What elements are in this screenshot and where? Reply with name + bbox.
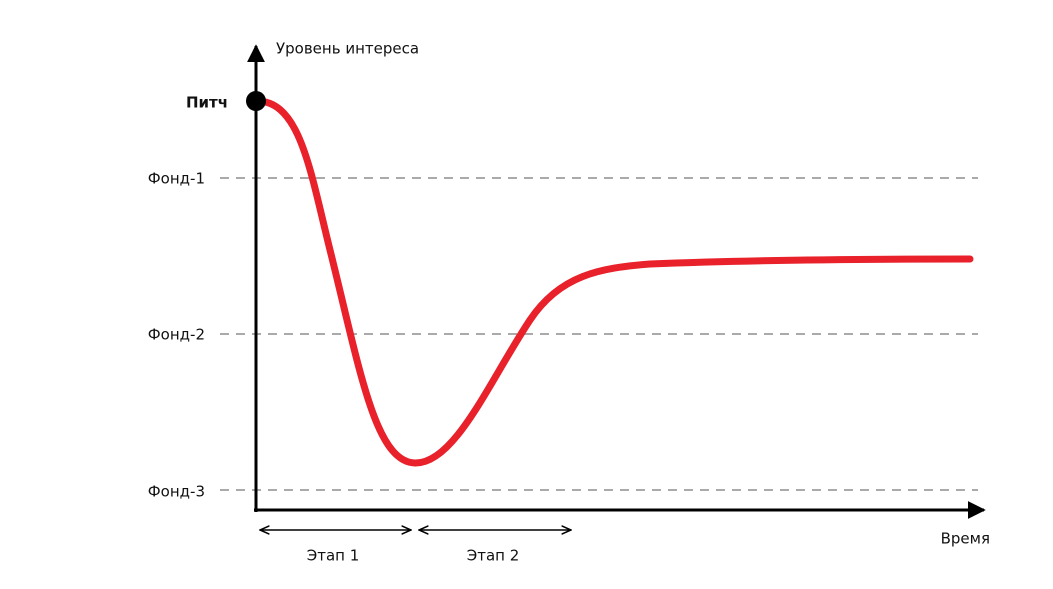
interest-curve	[252, 97, 974, 467]
start-label: Питч	[186, 94, 228, 112]
stage-label: Этап 1	[307, 547, 360, 565]
x-axis-label: Время	[941, 530, 990, 548]
stage-label: Этап 2	[467, 547, 520, 565]
level-label: Фонд-1	[148, 170, 205, 188]
level-label: Фонд-3	[148, 483, 205, 501]
level-lines	[220, 177, 978, 491]
y-axis-label: Уровень интереса	[276, 40, 419, 58]
start-point	[246, 91, 266, 111]
level-label: Фонд-2	[148, 326, 205, 344]
